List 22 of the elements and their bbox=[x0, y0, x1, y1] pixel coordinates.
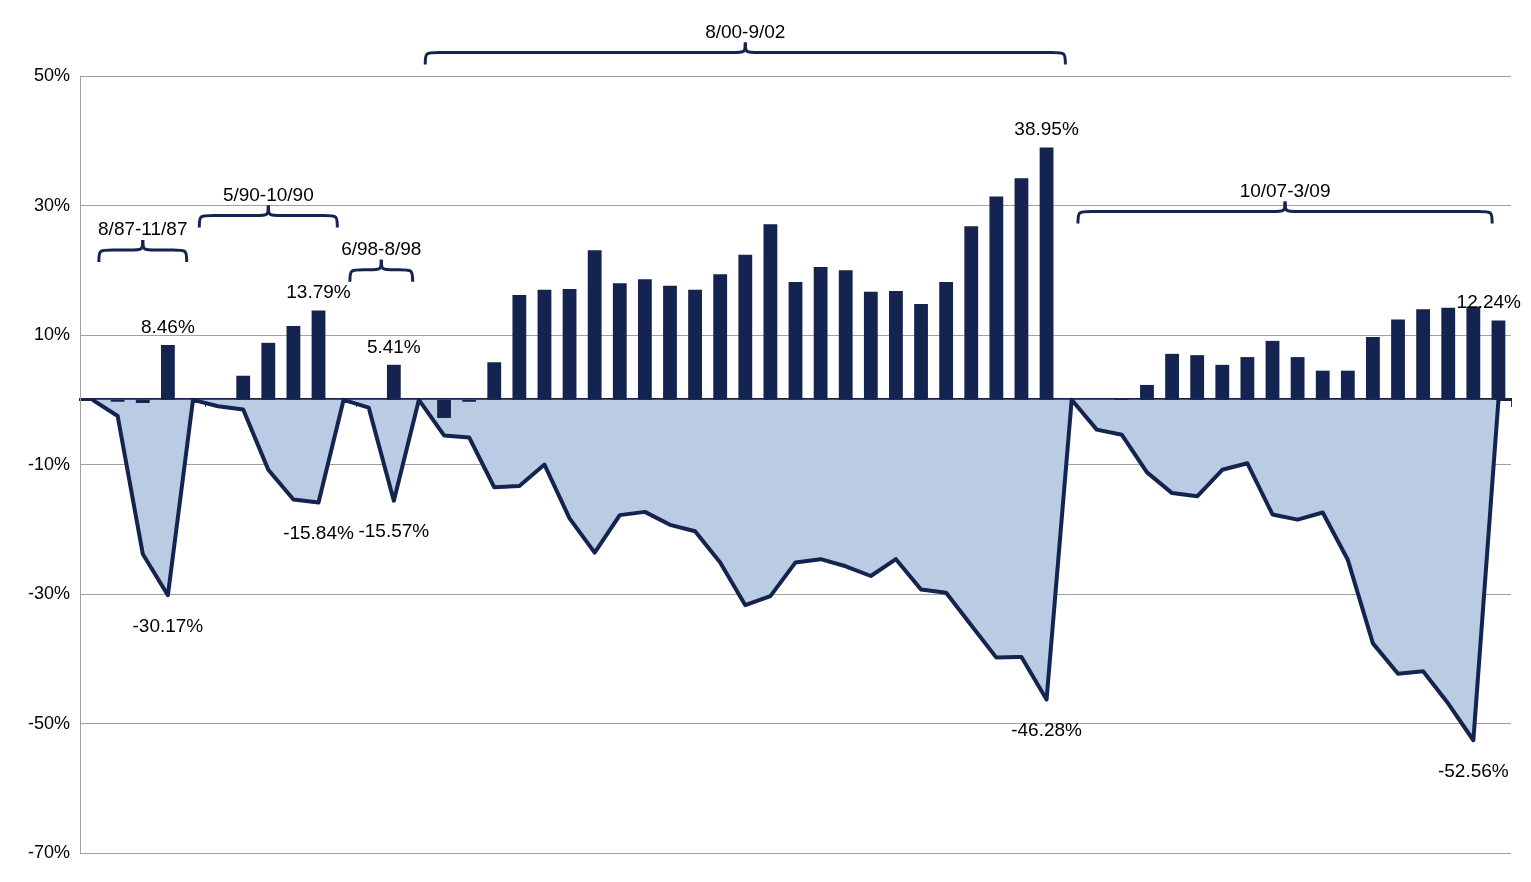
annotation: 8/87-11/87 bbox=[98, 218, 188, 240]
y-tick-label: -10% bbox=[27, 453, 71, 474]
data-label: -52.56% bbox=[1437, 759, 1509, 781]
data-label: 12.24% bbox=[1456, 291, 1522, 313]
y-tick-label: 30% bbox=[33, 194, 71, 215]
data-label: -15.84% bbox=[283, 522, 354, 544]
data-label: -30.17% bbox=[132, 614, 204, 636]
annotation: 10/07-3/09 bbox=[1239, 179, 1331, 201]
data-label: 5.41% bbox=[366, 335, 421, 357]
text: 8/00-9/02 bbox=[705, 20, 786, 42]
annotation: 6/98-8/98 bbox=[341, 237, 422, 259]
y-tick-label: -50% bbox=[27, 712, 71, 733]
y-tick-label: 10% bbox=[33, 324, 71, 345]
y-tick-label: -30% bbox=[27, 583, 71, 604]
data-label: 38.95% bbox=[1014, 118, 1079, 140]
data-label: 13.79% bbox=[286, 281, 351, 303]
data-label: -46.28% bbox=[1011, 719, 1083, 741]
data-label: 8.46% bbox=[140, 315, 195, 337]
y-tick-label: 50% bbox=[33, 64, 71, 85]
y-tick-label: -70% bbox=[27, 842, 71, 863]
data-label: -15.57% bbox=[358, 520, 430, 542]
annotation: 5/90-10/90 bbox=[222, 183, 314, 205]
